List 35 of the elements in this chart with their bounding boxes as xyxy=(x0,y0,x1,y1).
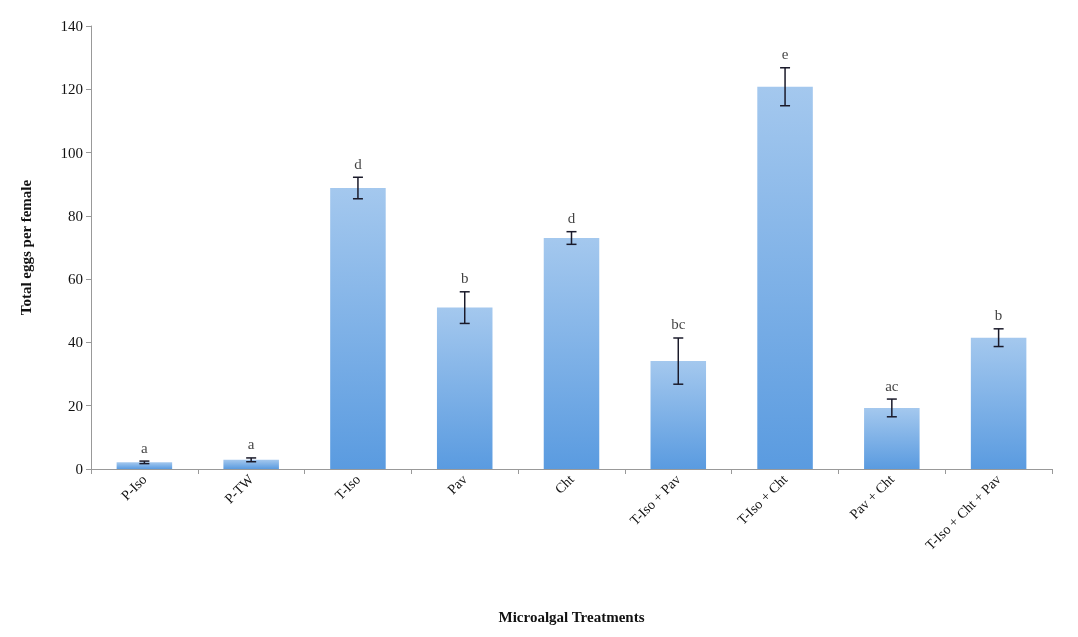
y-tick-label: 100 xyxy=(60,144,83,161)
x-axis-title: Microalgal Treatments xyxy=(498,608,645,625)
annotation: e xyxy=(781,46,789,63)
x-tick-label: T-Iso + Cht xyxy=(734,471,791,528)
bar xyxy=(543,238,600,469)
y-tick-label: 0 xyxy=(75,461,83,477)
annotation: b xyxy=(994,307,1003,324)
x-tick-label: T-Iso + Cht + Pav xyxy=(922,471,1004,553)
bar xyxy=(650,361,707,469)
x-tick-label: Pav xyxy=(444,471,471,498)
y-tick-label: 80 xyxy=(68,207,83,224)
bar xyxy=(970,337,1027,469)
x-tick-label: T-Iso + Pav xyxy=(627,471,684,529)
y-axis-title: Total eggs per female xyxy=(17,179,34,316)
annotation: b xyxy=(460,270,469,287)
annotation: a xyxy=(247,436,255,453)
y-tick-label: 120 xyxy=(60,81,83,98)
y-tick-label: 40 xyxy=(68,334,83,351)
y-tick-label: 140 xyxy=(60,18,83,34)
bar xyxy=(757,86,813,469)
y-tick-label: 20 xyxy=(68,397,83,414)
bar xyxy=(436,307,493,469)
annotation: d xyxy=(567,210,576,227)
annotation: ac xyxy=(885,377,899,394)
bar xyxy=(864,407,920,469)
bar xyxy=(116,462,173,469)
bar xyxy=(330,188,386,469)
annotation: d xyxy=(354,155,363,172)
x-tick-label: T-Iso xyxy=(332,471,364,503)
bar xyxy=(223,459,279,469)
y-tick-label: 60 xyxy=(68,271,83,288)
x-tick-label: Cht xyxy=(551,471,577,497)
annotation: bc xyxy=(671,316,686,333)
annotation: a xyxy=(141,439,149,456)
x-tick-label: Pav + Cht xyxy=(846,471,898,522)
